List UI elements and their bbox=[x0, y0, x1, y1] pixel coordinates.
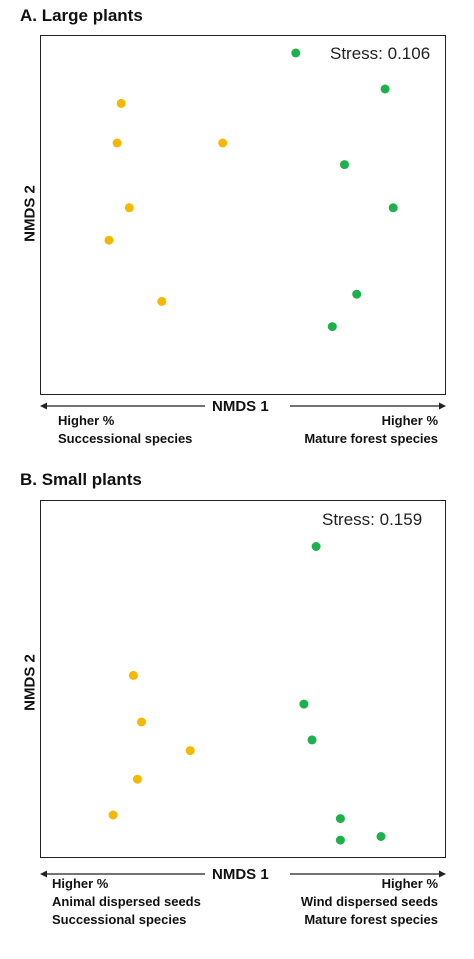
panel-a-x-axis-label: NMDS 1 bbox=[212, 398, 269, 415]
successional-point bbox=[116, 98, 126, 108]
panel-a-x-axis-arrows bbox=[40, 402, 446, 410]
note-line: Successional species bbox=[52, 912, 187, 927]
left-arrow-head bbox=[40, 402, 47, 410]
panel-b-right-note: Higher % Wind dispersed seeds Mature for… bbox=[280, 875, 438, 929]
panel-b-left-note: Higher % Animal dispersed seeds Successi… bbox=[52, 875, 201, 929]
panel-b-x-axis-arrows bbox=[40, 870, 446, 878]
panel-a-plot-area bbox=[40, 35, 446, 395]
successional-point bbox=[112, 138, 122, 148]
successional-point bbox=[137, 717, 146, 727]
panel-a-right-note: Higher % Mature forest species bbox=[290, 412, 438, 448]
mature-point bbox=[335, 814, 345, 824]
successional-point bbox=[128, 670, 138, 680]
mature-point bbox=[380, 84, 390, 94]
mature-point bbox=[388, 203, 398, 213]
note-line: Higher % bbox=[58, 413, 115, 428]
panel-a-scatter bbox=[104, 48, 398, 332]
panel-b-plot-area bbox=[40, 500, 446, 858]
panel-a-y-axis-label: NMDS 2 bbox=[21, 185, 39, 242]
mature-point bbox=[311, 542, 321, 551]
note-line: Higher % bbox=[381, 413, 438, 428]
mature-point bbox=[352, 289, 362, 299]
successional-point bbox=[108, 810, 118, 820]
mature-point bbox=[291, 48, 301, 58]
note-line: Wind dispersed seeds bbox=[300, 894, 438, 909]
note-line: Higher % bbox=[381, 876, 438, 891]
note-line: Animal dispersed seeds bbox=[52, 894, 201, 909]
successional-point bbox=[218, 138, 228, 148]
panel-b-title: B. Small plants bbox=[20, 470, 142, 489]
successional-point bbox=[124, 203, 134, 213]
successional-point bbox=[104, 235, 114, 245]
right-arrow-head bbox=[439, 402, 446, 410]
mature-point bbox=[307, 735, 317, 745]
right-arrow-head bbox=[439, 870, 446, 878]
successional-point bbox=[185, 746, 195, 756]
note-line: Mature forest species bbox=[304, 912, 438, 927]
mature-point bbox=[299, 699, 309, 709]
panel-a-title: A. Large plants bbox=[20, 6, 143, 25]
panel-b-y-axis-label: NMDS 2 bbox=[21, 654, 39, 711]
panel-b-stress-label: Stress: 0.159 bbox=[322, 510, 423, 529]
mature-point bbox=[327, 322, 337, 332]
mature-point bbox=[376, 832, 386, 841]
panel-a-stress-label: Stress: 0.106 bbox=[330, 44, 431, 63]
mature-point bbox=[340, 160, 349, 170]
left-arrow-head bbox=[40, 870, 47, 878]
note-line: Mature forest species bbox=[304, 431, 438, 446]
panel-b-x-axis-label: NMDS 1 bbox=[212, 866, 269, 883]
successional-point bbox=[157, 296, 167, 306]
mature-point bbox=[335, 835, 345, 845]
panel-a-left-note: Higher % Successional species bbox=[58, 412, 192, 448]
note-line: Successional species bbox=[58, 431, 193, 446]
note-line: Higher % bbox=[52, 876, 109, 891]
successional-point bbox=[132, 774, 142, 784]
panel-b-scatter bbox=[108, 542, 386, 845]
